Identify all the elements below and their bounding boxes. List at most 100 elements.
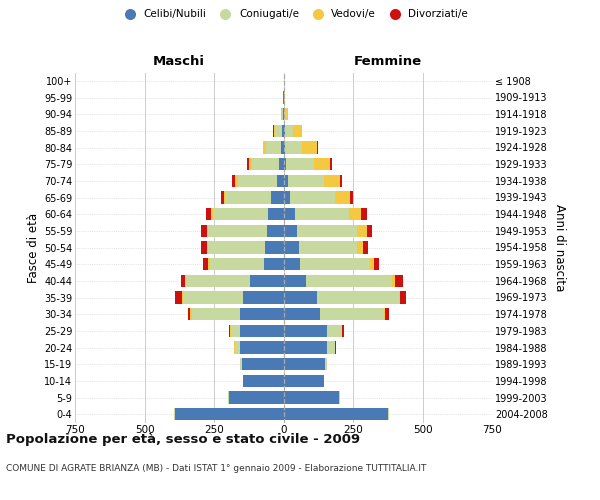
Bar bbox=[284, 374, 324, 387]
Bar bbox=[349, 208, 361, 220]
Bar bbox=[265, 242, 284, 254]
Bar bbox=[284, 308, 320, 320]
Bar bbox=[367, 224, 373, 237]
Bar bbox=[388, 408, 389, 420]
Bar bbox=[284, 358, 325, 370]
Bar bbox=[284, 274, 306, 287]
Bar bbox=[284, 191, 290, 204]
Bar bbox=[357, 242, 363, 254]
Bar bbox=[208, 258, 210, 270]
Bar bbox=[340, 174, 342, 187]
Bar bbox=[181, 274, 185, 287]
Bar bbox=[284, 242, 299, 254]
Bar bbox=[185, 274, 186, 287]
Bar bbox=[284, 108, 286, 120]
Bar bbox=[286, 158, 314, 170]
Bar bbox=[211, 208, 212, 220]
Bar bbox=[221, 191, 224, 204]
Bar bbox=[385, 308, 389, 320]
Bar bbox=[392, 274, 395, 287]
Bar bbox=[290, 191, 335, 204]
Bar bbox=[210, 258, 264, 270]
Bar bbox=[266, 141, 281, 154]
Bar bbox=[299, 242, 357, 254]
Bar bbox=[314, 158, 330, 170]
Text: Popolazione per età, sesso e stato civile - 2009: Popolazione per età, sesso e stato civil… bbox=[6, 432, 360, 446]
Bar bbox=[241, 308, 284, 320]
Text: Femmine: Femmine bbox=[353, 54, 422, 68]
Bar bbox=[188, 308, 190, 320]
Bar bbox=[251, 158, 280, 170]
Bar bbox=[284, 158, 286, 170]
Bar bbox=[207, 224, 208, 237]
Bar bbox=[374, 258, 379, 270]
Bar bbox=[326, 341, 335, 354]
Bar bbox=[317, 291, 399, 304]
Bar bbox=[175, 408, 284, 420]
Bar bbox=[326, 324, 342, 337]
Bar bbox=[284, 408, 388, 420]
Bar bbox=[225, 191, 271, 204]
Bar bbox=[230, 324, 241, 337]
Bar bbox=[339, 391, 340, 404]
Bar bbox=[284, 341, 326, 354]
Bar bbox=[330, 158, 332, 170]
Bar bbox=[186, 274, 250, 287]
Bar bbox=[350, 191, 353, 204]
Bar bbox=[324, 174, 340, 187]
Bar bbox=[184, 291, 243, 304]
Bar bbox=[238, 174, 277, 187]
Bar bbox=[320, 308, 383, 320]
Bar bbox=[282, 124, 284, 137]
Bar bbox=[284, 391, 339, 404]
Bar bbox=[357, 224, 367, 237]
Bar bbox=[263, 141, 266, 154]
Bar bbox=[306, 274, 392, 287]
Bar bbox=[190, 308, 192, 320]
Bar bbox=[284, 291, 317, 304]
Bar bbox=[287, 174, 324, 187]
Bar bbox=[229, 324, 230, 337]
Bar bbox=[241, 341, 284, 354]
Bar bbox=[242, 358, 284, 370]
Bar bbox=[271, 191, 284, 204]
Bar bbox=[285, 141, 302, 154]
Legend: Celibi/Nubili, Coniugati/e, Vedovi/e, Divorziati/e: Celibi/Nubili, Coniugati/e, Vedovi/e, Di… bbox=[116, 5, 472, 24]
Bar bbox=[208, 224, 267, 237]
Bar bbox=[275, 124, 282, 137]
Bar bbox=[206, 208, 211, 220]
Bar bbox=[295, 208, 349, 220]
Bar bbox=[249, 158, 251, 170]
Bar bbox=[207, 242, 208, 254]
Text: Maschi: Maschi bbox=[153, 54, 205, 68]
Bar bbox=[243, 291, 284, 304]
Bar bbox=[280, 158, 284, 170]
Bar bbox=[268, 208, 284, 220]
Text: COMUNE DI AGRATE BRIANZA (MB) - Dati ISTAT 1° gennaio 2009 - Elaborazione TUTTIT: COMUNE DI AGRATE BRIANZA (MB) - Dati IST… bbox=[6, 464, 427, 473]
Bar bbox=[241, 324, 284, 337]
Bar bbox=[264, 258, 284, 270]
Bar bbox=[235, 341, 241, 354]
Bar bbox=[284, 124, 285, 137]
Bar bbox=[212, 208, 268, 220]
Bar bbox=[284, 324, 326, 337]
Y-axis label: Fasce di età: Fasce di età bbox=[26, 212, 40, 282]
Bar bbox=[400, 291, 406, 304]
Bar bbox=[235, 174, 238, 187]
Bar bbox=[302, 141, 317, 154]
Bar bbox=[202, 224, 207, 237]
Bar bbox=[247, 158, 249, 170]
Bar bbox=[399, 291, 400, 304]
Bar bbox=[229, 391, 284, 404]
Bar bbox=[284, 141, 285, 154]
Bar bbox=[284, 258, 300, 270]
Bar bbox=[361, 208, 367, 220]
Bar bbox=[281, 108, 283, 120]
Bar bbox=[267, 224, 284, 237]
Bar bbox=[175, 291, 182, 304]
Bar bbox=[343, 324, 344, 337]
Bar bbox=[298, 224, 357, 237]
Bar bbox=[202, 242, 207, 254]
Bar bbox=[250, 274, 284, 287]
Bar bbox=[286, 108, 287, 120]
